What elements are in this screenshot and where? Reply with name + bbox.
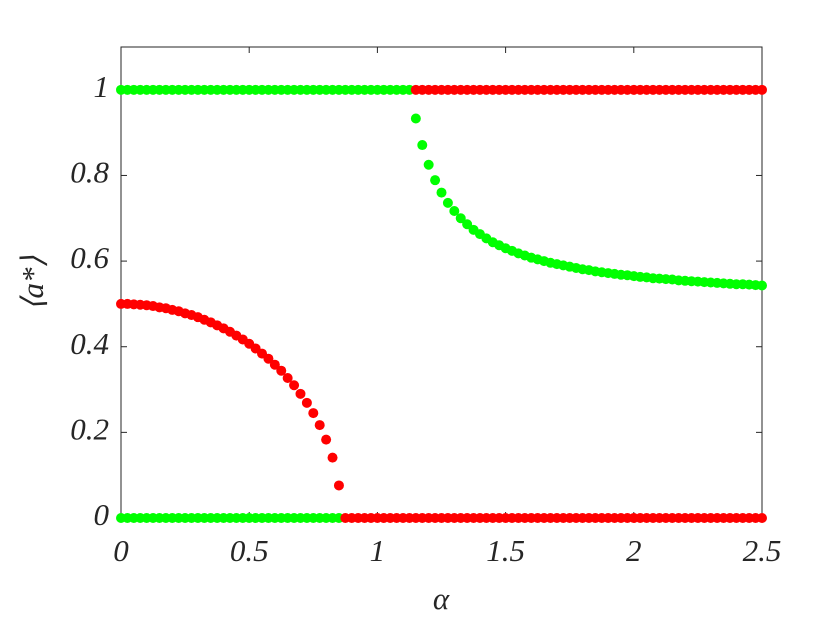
x-axis-label: α xyxy=(433,581,450,616)
point xyxy=(308,408,319,419)
point xyxy=(423,159,434,170)
y-tick-label: 0.4 xyxy=(70,326,109,361)
point xyxy=(289,380,300,391)
point xyxy=(455,213,466,224)
y-axis-label: ⟨a*⟩ xyxy=(15,255,50,310)
point xyxy=(430,175,441,186)
point xyxy=(442,197,453,208)
point xyxy=(263,353,274,364)
y-tick-label: 0.6 xyxy=(70,240,109,275)
point xyxy=(321,434,332,445)
y-tick-label: 0 xyxy=(94,497,110,532)
x-tick-label: 1.5 xyxy=(486,533,525,568)
point xyxy=(333,480,344,491)
point xyxy=(314,420,325,431)
y-tick-label: 0.8 xyxy=(70,155,109,190)
point xyxy=(282,372,293,383)
point xyxy=(757,84,767,95)
x-tick-label: 0 xyxy=(113,533,129,568)
x-tick-label: 1 xyxy=(370,533,386,568)
x-tick-label: 0.5 xyxy=(230,533,269,568)
x-tick-label: 2 xyxy=(626,533,642,568)
point xyxy=(301,397,312,408)
y-tick-label: 1 xyxy=(94,69,110,104)
x-tick-label: 2.5 xyxy=(743,533,782,568)
y-tick-label: 0.2 xyxy=(70,411,109,446)
point xyxy=(757,513,767,523)
point xyxy=(417,140,428,151)
point xyxy=(410,113,421,124)
point xyxy=(269,359,280,370)
point xyxy=(327,452,338,463)
point xyxy=(295,388,306,399)
point xyxy=(436,187,447,198)
point xyxy=(276,365,287,376)
point xyxy=(757,280,767,291)
point xyxy=(449,205,460,216)
